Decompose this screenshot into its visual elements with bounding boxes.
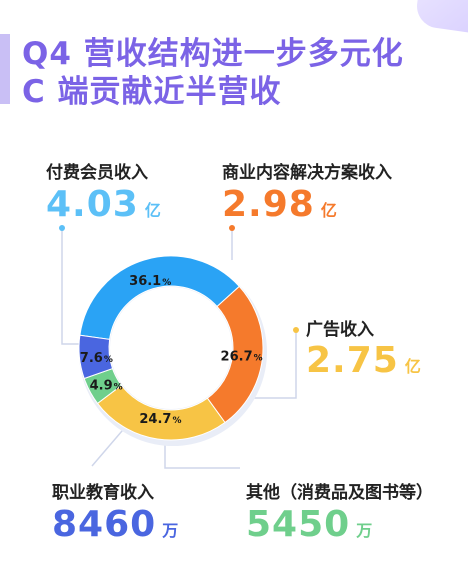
- education-unit: 万: [162, 521, 179, 540]
- commercial-label: 商业内容解决方案收入: [222, 163, 392, 183]
- donut-hole: [110, 287, 232, 409]
- ads-value-group: 2.75 亿: [306, 340, 421, 381]
- education-value-group: 8460 万: [52, 504, 178, 545]
- membership-label: 付费会员收入: [46, 163, 148, 183]
- membership-unit: 亿: [144, 201, 161, 220]
- commercial-value-group: 2.98 亿: [222, 184, 337, 225]
- education-label: 职业教育收入: [52, 483, 154, 503]
- other-leader-line: [164, 436, 240, 469]
- commercial-value: 2.98: [222, 184, 315, 225]
- slice-label-commercial: 26.7%: [221, 349, 263, 364]
- chart-subtitle: C 端贡献近半营收: [22, 74, 282, 110]
- other-value: 5450: [246, 504, 351, 545]
- ads-unit: 亿: [404, 357, 421, 376]
- ads-leader-dot: [293, 327, 299, 333]
- membership-value: 4.03: [46, 184, 139, 225]
- donut-slice-membership: [79, 255, 241, 340]
- donut-slice-education: [78, 334, 114, 380]
- other-value-group: 5450 万: [246, 504, 372, 545]
- chart-title: Q4 营收结构进一步多元化: [22, 36, 404, 72]
- education-value: 8460: [52, 504, 157, 545]
- ads-leader-line: [250, 330, 297, 399]
- ads-value: 2.75: [306, 340, 399, 381]
- slice-label-membership: 36.1%: [129, 274, 171, 289]
- membership-leader-dot: [59, 225, 65, 231]
- membership-value-group: 4.03 亿: [46, 184, 161, 225]
- commercial-unit: 亿: [320, 201, 337, 220]
- slice-label-education: 7.6%: [80, 351, 113, 366]
- ads-label: 广告收入: [306, 320, 374, 340]
- membership-leader-line: [61, 228, 80, 345]
- commercial-leader-dot: [229, 225, 235, 231]
- slice-label-ads: 24.7%: [139, 412, 181, 427]
- other-unit: 万: [356, 521, 373, 540]
- education-leader-line: [91, 423, 129, 467]
- title-accent-bar: [0, 34, 10, 104]
- slice-label-other: 4.9%: [90, 379, 123, 394]
- other-label: 其他（消费品及图书等）: [246, 483, 433, 503]
